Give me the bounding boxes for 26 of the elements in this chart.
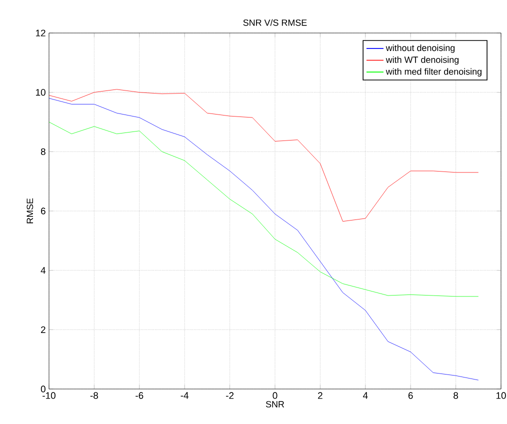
x-tick-label: 4 xyxy=(362,392,368,399)
chart-title: SNR V/S RMSE xyxy=(243,19,307,26)
legend-label: without denoising xyxy=(386,44,455,53)
legend-label: with med filter denoising xyxy=(386,68,482,77)
x-axis-title: SNR xyxy=(266,401,284,408)
x-tick-label: 8 xyxy=(454,392,458,399)
x-tick-label: 2 xyxy=(318,392,322,399)
x-tick-label: 10 xyxy=(496,392,506,399)
x-tick-label: -8 xyxy=(90,392,98,399)
y-tick-label: 6 xyxy=(41,208,46,214)
x-tick-label: 0 xyxy=(272,392,278,399)
y-tick-label: 10 xyxy=(36,88,46,96)
legend-label: with WT denoising xyxy=(386,56,459,65)
y-tick-label: 4 xyxy=(40,267,46,274)
line-series xyxy=(49,89,479,222)
line-series xyxy=(49,98,479,380)
x-tick-label: -6 xyxy=(136,392,144,399)
y-axis-title: RMSE xyxy=(26,198,34,224)
y-tick-label: 0 xyxy=(40,386,46,392)
y-tick-label: 2 xyxy=(41,326,46,333)
x-tick-label: -10 xyxy=(42,392,56,399)
y-tick-label: 12 xyxy=(36,30,46,36)
x-tick-label: -4 xyxy=(180,392,189,399)
y-tick-label: 8 xyxy=(40,148,46,156)
x-tick-label: 6 xyxy=(408,392,413,399)
x-tick-label: -2 xyxy=(226,392,234,399)
